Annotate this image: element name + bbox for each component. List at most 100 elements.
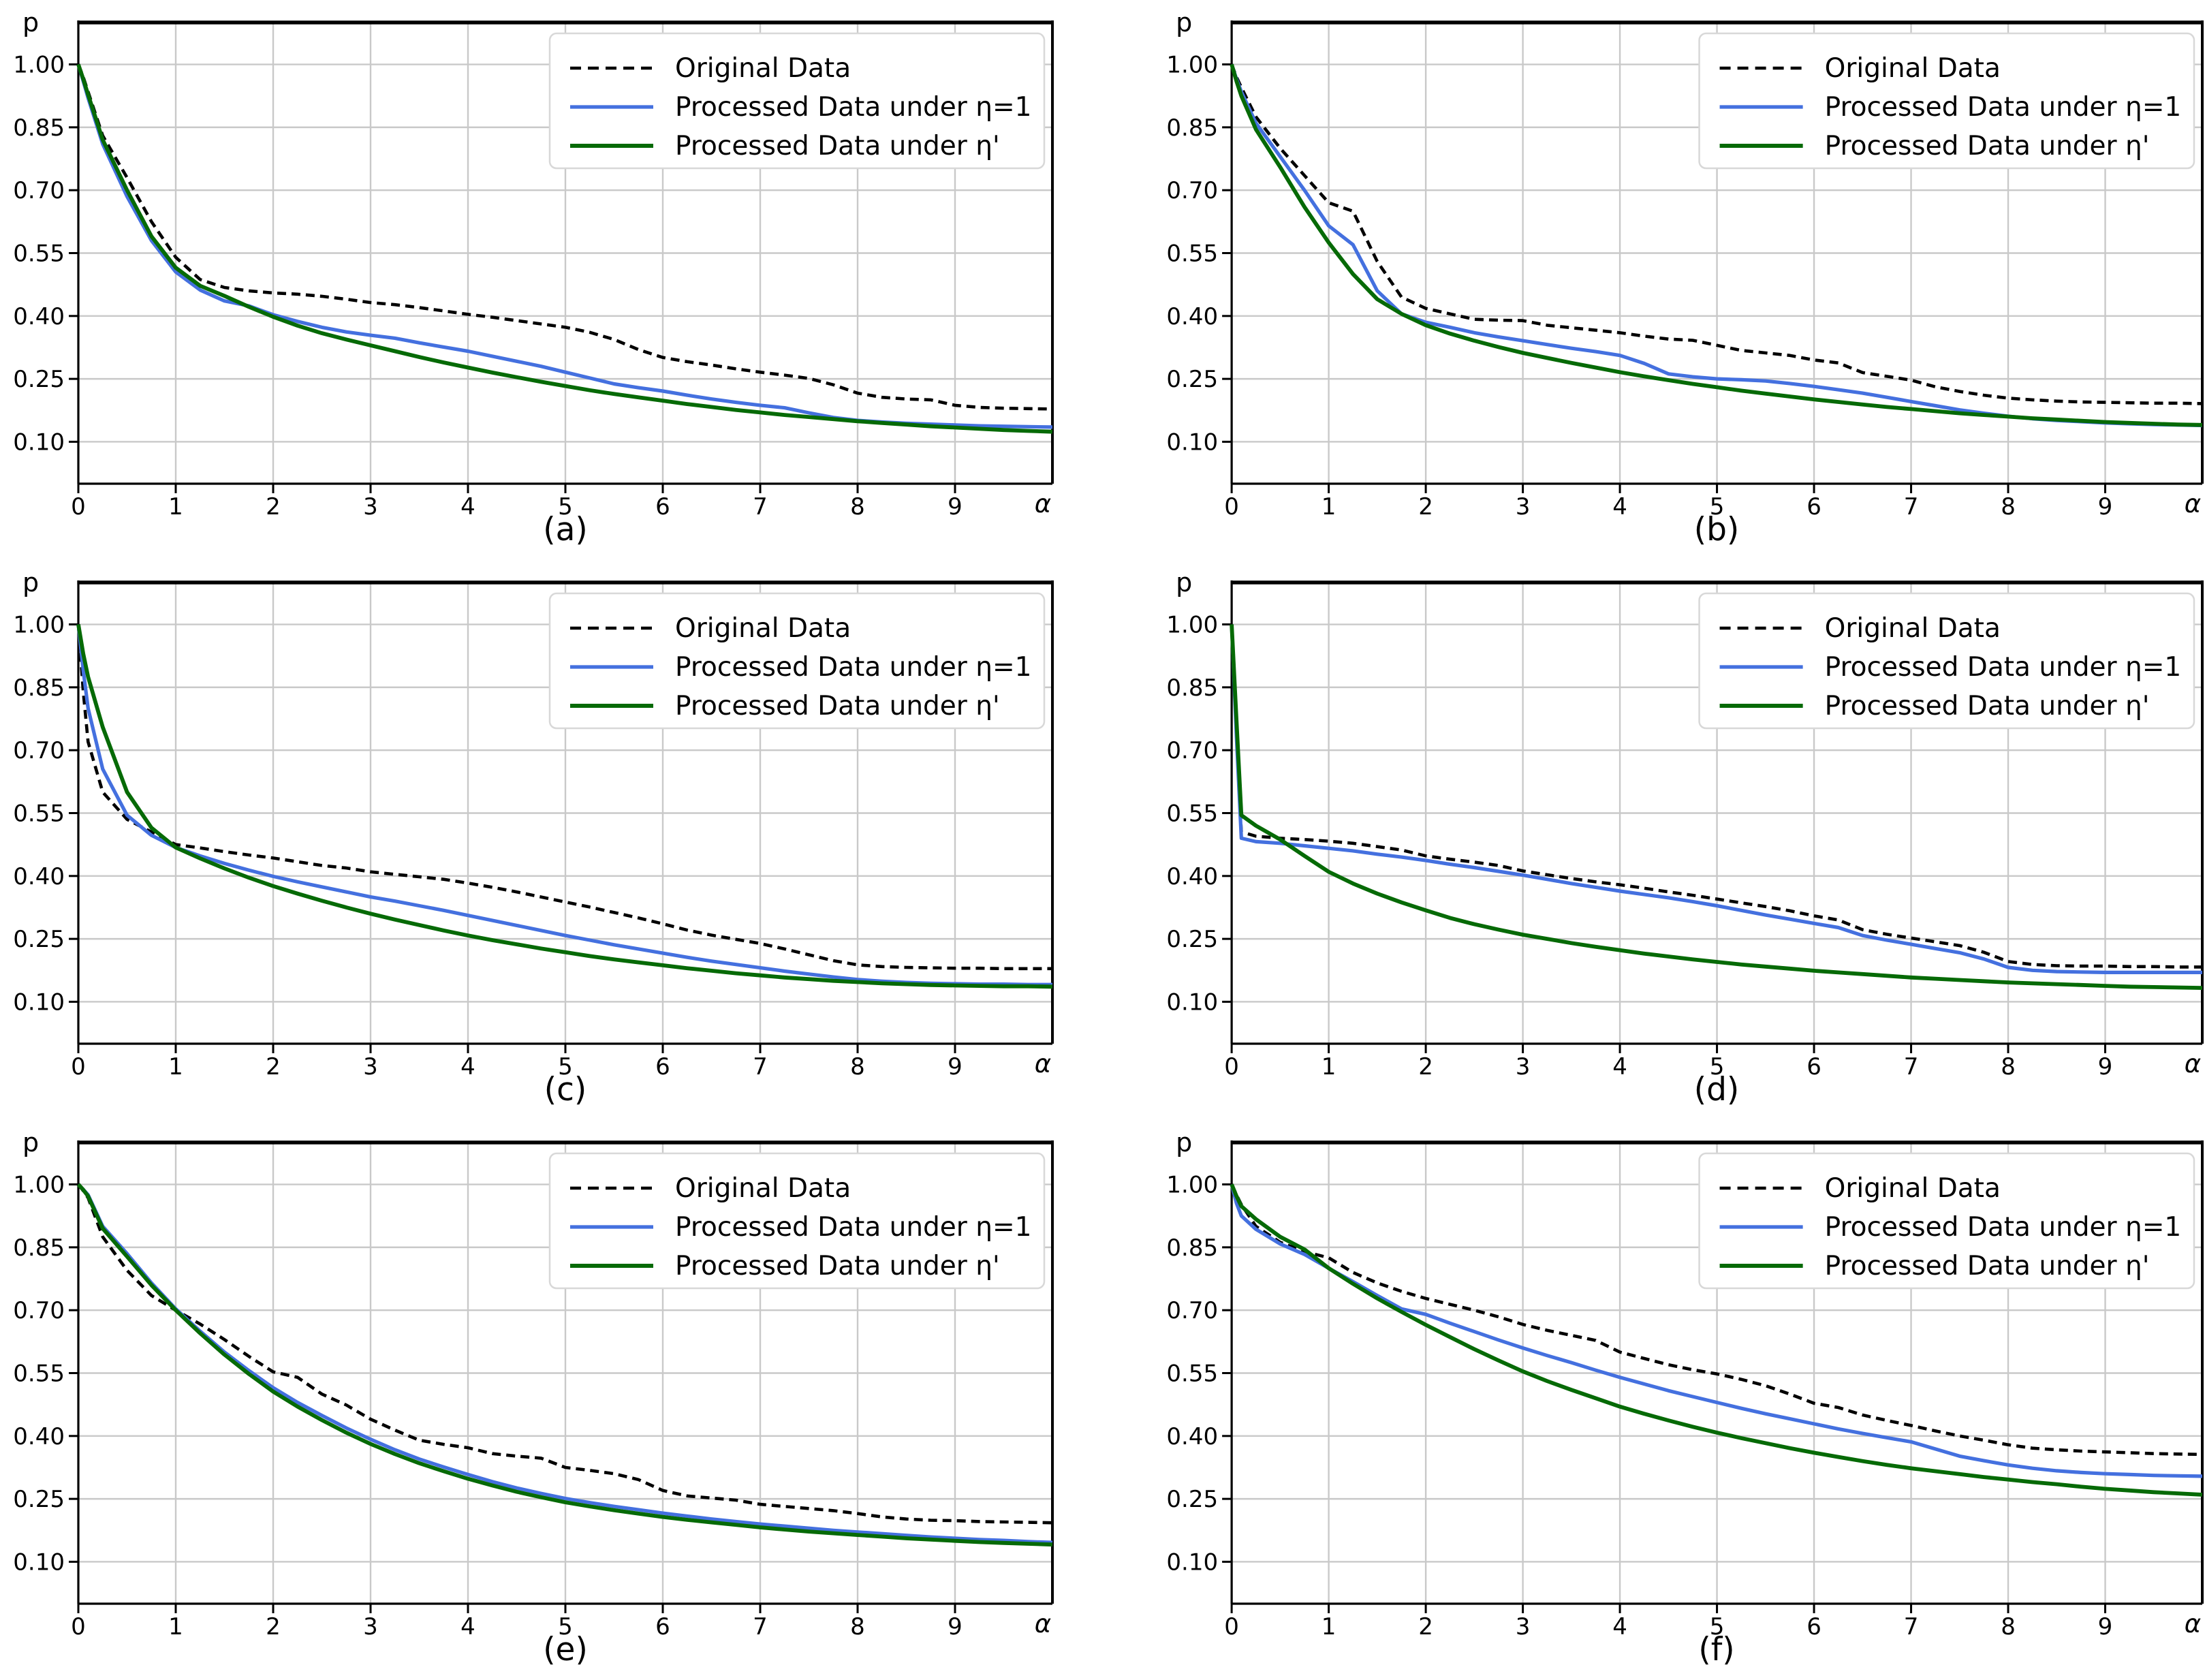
x-tick-label: 7 [753, 1053, 768, 1080]
series-processed-data-under-1 [1230, 624, 2202, 974]
legend-label: Processed Data under η=1 [1825, 1212, 2182, 1243]
legend-label: Processed Data under η' [1825, 691, 2150, 721]
axis-labels: 1.00 0.85 0.70 0.55 0.40 0.25 0.10 0 1 2 3 4 5 6 7 8 9 p α [13, 1127, 1051, 1640]
x-axis-label: α [1035, 489, 1051, 518]
y-tick-label: 0.25 [1166, 366, 1218, 393]
x-tick-label: 9 [2098, 1613, 2113, 1640]
subplot-c: 1.00 0.85 0.70 0.55 0.40 0.25 0.10 0 1 2 3 4 5 6 7 8 9 p α… [0, 560, 1102, 1120]
x-tick-label: 6 [1807, 493, 1821, 520]
series-original-data [76, 624, 1052, 971]
y-tick-label: 0.25 [13, 366, 65, 393]
x-tick-label: 9 [2098, 1053, 2113, 1080]
legend-label: Original Data [1825, 53, 2001, 84]
subplot-b: 1.00 0.85 0.70 0.55 0.40 0.25 0.10 0 1 2 3 4 5 6 7 8 9 p α… [1102, 0, 2205, 560]
x-tick-label: 7 [753, 1613, 768, 1640]
x-tick-label: 8 [2001, 1613, 2016, 1640]
y-tick-label: 1.00 [1166, 1172, 1218, 1199]
y-tick-label: 0.85 [13, 674, 65, 702]
x-tick-label: 5 [1710, 1053, 1725, 1080]
legend: Original Data Processed Data under η=1 Pro… [1698, 32, 2195, 170]
series-processed-data-under-1 [76, 624, 1052, 986]
legend-item-processed-data-under: Processed Data under η' [570, 691, 1000, 721]
legend-box [1698, 592, 2195, 730]
x-tick-label: 1 [1322, 1053, 1336, 1080]
legend: Original Data Processed Data under η=1 Pro… [548, 32, 1046, 170]
subplot-e: 1.00 0.85 0.70 0.55 0.40 0.25 0.10 0 1 2 3 4 5 6 7 8 9 p α… [0, 1120, 1102, 1680]
x-tick-label: 3 [1516, 1613, 1531, 1640]
series-processed-data-under [76, 1183, 1053, 1547]
y-tick-label: 0.25 [13, 926, 65, 953]
spines [77, 20, 1054, 485]
legend-box [1698, 1152, 2195, 1290]
x-tick-label: 6 [655, 493, 670, 520]
grid [1232, 22, 2202, 484]
y-tick-label: 0.40 [1166, 303, 1218, 330]
x-tick-label: 9 [948, 493, 963, 520]
x-tick-label: 3 [363, 1613, 378, 1640]
y-tick-label: 0.55 [13, 800, 65, 828]
subplot-caption-d: (d) [1693, 1071, 1740, 1108]
x-tick-label: 5 [558, 493, 573, 520]
legend-item-original-data: Original Data [570, 53, 851, 84]
x-tick-label: 2 [266, 493, 281, 520]
series-original-data [76, 63, 1053, 411]
legend-label: Processed Data under η=1 [675, 92, 1031, 123]
y-tick-label: 0.40 [13, 303, 65, 330]
subplot-f: 1.00 0.85 0.70 0.55 0.40 0.25 0.10 0 1 2 3 4 5 6 7 8 9 p α… [1102, 1120, 2205, 1680]
x-tick-label: 8 [2001, 1053, 2016, 1080]
y-axis-label: p [1176, 7, 1192, 37]
subplot-a: 1.00 0.85 0.70 0.55 0.40 0.25 0.10 0 1 2 3 4 5 6 7 8 9 p α… [0, 0, 1102, 560]
y-tick-label: 0.10 [1166, 429, 1218, 456]
chart-canvas-f: 1.00 0.85 0.70 0.55 0.40 0.25 0.10 0 1 2 3 4 5 6 7 8 9 p α… [1166, 1127, 2204, 1640]
legend-label: Processed Data under η=1 [1825, 652, 2182, 683]
y-tick-label: 1.00 [13, 612, 65, 639]
legend-item-original-data: Original Data [570, 1173, 851, 1204]
y-tick-label: 0.10 [13, 429, 65, 456]
legend-label: Processed Data under η' [675, 131, 1000, 161]
y-tick-label: 1.00 [1166, 52, 1218, 79]
subplot-caption-a: (a) [543, 511, 588, 548]
y-tick-label: 0.55 [1166, 1360, 1218, 1388]
x-axis-label: α [2185, 489, 2201, 518]
x-tick-label: 5 [558, 1053, 573, 1080]
legend-item-original-data: Original Data [570, 613, 851, 644]
legend: Original Data Processed Data under η=1 Pro… [1698, 592, 2195, 730]
legend-item-original-data: Original Data [1719, 53, 2001, 84]
spines [77, 580, 1054, 1045]
x-tick-label: 0 [1224, 493, 1239, 520]
y-tick-label: 0.10 [1166, 989, 1218, 1016]
x-tick-label: 7 [1904, 493, 1919, 520]
series-original-data [1230, 63, 2203, 405]
x-tick-label: 4 [1612, 1053, 1627, 1080]
x-tick-label: 7 [1904, 1613, 1919, 1640]
chart-canvas-a: 1.00 0.85 0.70 0.55 0.40 0.25 0.10 0 1 2 3 4 5 6 7 8 9 p α… [13, 7, 1054, 520]
legend-item-processed-data-under: Processed Data under η' [1719, 691, 2150, 721]
spines [1230, 20, 2204, 485]
x-tick-label: 0 [1224, 1613, 1239, 1640]
x-tick-label: 8 [850, 493, 865, 520]
legend-item-processed-data-under-1: Processed Data under η=1 [1719, 652, 2182, 683]
y-tick-label: 0.85 [1166, 1234, 1218, 1262]
y-tick-label: 0.70 [1166, 737, 1218, 764]
x-tick-label: 1 [1322, 1613, 1336, 1640]
x-tick-label: 0 [1224, 1053, 1239, 1080]
legend-box [548, 32, 1046, 170]
y-tick-label: 0.70 [1166, 1297, 1218, 1324]
chart-canvas-c: 1.00 0.85 0.70 0.55 0.40 0.25 0.10 0 1 2 3 4 5 6 7 8 9 p α… [13, 567, 1054, 1080]
legend-item-processed-data-under-1: Processed Data under η=1 [570, 652, 1031, 683]
y-tick-label: 0.40 [13, 863, 65, 890]
y-tick-label: 0.55 [1166, 800, 1218, 828]
x-tick-label: 2 [1418, 1613, 1433, 1640]
x-tick-label: 6 [655, 1613, 670, 1640]
x-tick-label: 8 [850, 1613, 865, 1640]
y-tick-label: 1.00 [13, 52, 65, 79]
legend-label: Processed Data under η' [1825, 1251, 2150, 1281]
axis-labels: 1.00 0.85 0.70 0.55 0.40 0.25 0.10 0 1 2 3 4 5 6 7 8 9 p α [13, 567, 1051, 1080]
legend-box [548, 1152, 1046, 1290]
axis-ticks [69, 623, 956, 1053]
subplot-caption-f: (f) [1698, 1631, 1735, 1668]
axis-labels: 1.00 0.85 0.70 0.55 0.40 0.25 0.10 0 1 2 3 4 5 6 7 8 9 p α [1166, 1127, 2201, 1640]
x-tick-label: 6 [655, 1053, 670, 1080]
legend-item-processed-data-under-1: Processed Data under η=1 [1719, 1212, 2182, 1243]
